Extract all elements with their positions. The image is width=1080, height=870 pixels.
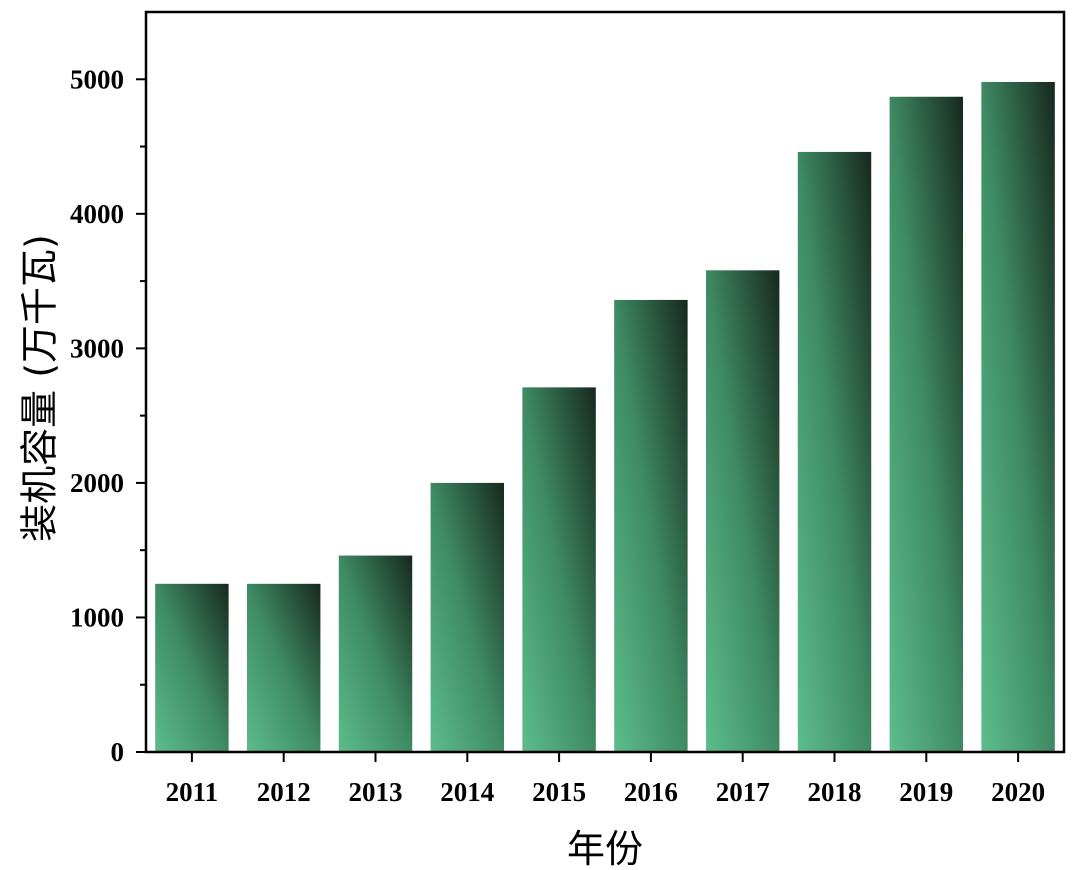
bar-2020 — [981, 81, 1055, 753]
y-axis-ticks: 0 1000 2000 3000 4000 5000 — [70, 64, 146, 767]
y-tick-label: 3000 — [70, 333, 124, 363]
x-tick-label: 2013 — [349, 777, 403, 807]
x-tick-label: 2014 — [440, 777, 494, 807]
x-tick-label: 2016 — [624, 777, 678, 807]
x-tick-label: 2011 — [166, 777, 219, 807]
plot-frame — [144, 10, 1066, 754]
bar-2011 — [155, 583, 229, 752]
y-tick-label: 0 — [111, 737, 125, 767]
x-tick-label: 2020 — [991, 777, 1045, 807]
x-tick-label: 2017 — [716, 777, 770, 807]
y-tick-label: 1000 — [70, 602, 124, 632]
y-axis-title: 装机容量 (万千瓦) — [18, 234, 62, 542]
y-tick-label: 5000 — [70, 64, 124, 94]
bar-2015 — [522, 387, 596, 752]
bar-2012 — [246, 583, 321, 752]
bar-2019 — [889, 96, 964, 753]
x-tick-label: 2018 — [808, 777, 862, 807]
x-tick-label: 2015 — [532, 777, 586, 807]
x-tick-label: 2012 — [257, 777, 311, 807]
x-axis-ticks: 2011 2012 2013 2014 2015 2016 2017 2018 2019 2020 — [166, 752, 1045, 807]
bar-2014 — [430, 482, 505, 752]
y-tick-label: 2000 — [70, 468, 124, 498]
bars — [155, 81, 1055, 753]
bar-2018 — [797, 151, 872, 753]
y-tick-label: 4000 — [70, 199, 124, 229]
bar-2013 — [338, 555, 413, 752]
bar-2017 — [705, 270, 780, 752]
x-axis-title: 年份 — [567, 827, 643, 870]
bar-2016 — [614, 299, 688, 752]
x-tick-label: 2019 — [899, 777, 953, 807]
